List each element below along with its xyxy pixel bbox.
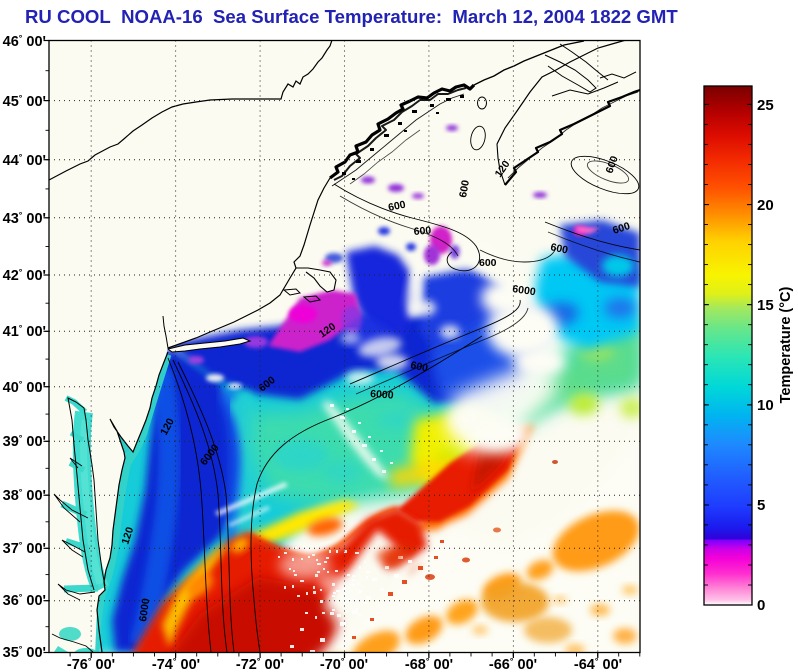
svg-text:0: 0 <box>757 597 765 614</box>
svg-text:-76° 00': -76° 00' <box>67 656 115 672</box>
svg-text:45° 00': 45° 00' <box>3 93 46 110</box>
svg-text:-72° 00': -72° 00' <box>236 656 284 672</box>
svg-text:10: 10 <box>757 397 774 414</box>
svg-text:36° 00': 36° 00' <box>3 592 46 609</box>
svg-text:15: 15 <box>757 297 774 314</box>
svg-text:-66° 00': -66° 00' <box>489 656 537 672</box>
svg-text:40° 00': 40° 00' <box>3 379 46 396</box>
svg-text:41° 00': 41° 00' <box>3 323 46 340</box>
svg-text:5: 5 <box>757 497 765 514</box>
svg-text:46° 00': 46° 00' <box>3 33 46 50</box>
svg-text:37° 00': 37° 00' <box>3 540 46 557</box>
svg-text:39° 00': 39° 00' <box>3 433 46 450</box>
svg-text:44° 00': 44° 00' <box>3 152 46 169</box>
svg-text:600: 600 <box>457 179 472 198</box>
svg-text:Temperature (°C): Temperature (°C) <box>778 286 794 403</box>
svg-text:35° 00': 35° 00' <box>3 644 46 661</box>
svg-text:600: 600 <box>604 154 621 175</box>
svg-text:600: 600 <box>409 359 429 374</box>
svg-text:-70° 00': -70° 00' <box>320 656 368 672</box>
svg-text:42° 00': 42° 00' <box>3 267 46 284</box>
svg-text:120: 120 <box>119 525 136 546</box>
svg-text:20: 20 <box>757 197 774 214</box>
svg-text:6000: 6000 <box>137 597 152 622</box>
svg-text:-68° 00': -68° 00' <box>405 656 453 672</box>
svg-text:25: 25 <box>757 97 774 114</box>
svg-text:600: 600 <box>413 224 432 237</box>
svg-text:RU COOL NOAA-16 Sea Surface: RU COOL NOAA-16 Sea Surface Temperature:… <box>25 6 678 27</box>
svg-text:6000: 6000 <box>512 283 537 298</box>
svg-text:38° 00': 38° 00' <box>3 487 46 504</box>
svg-text:600: 600 <box>611 220 632 237</box>
svg-text:600: 600 <box>549 241 569 256</box>
svg-text:600: 600 <box>479 257 497 269</box>
svg-text:-74° 00': -74° 00' <box>152 656 200 672</box>
svg-text:43° 00': 43° 00' <box>3 210 46 227</box>
svg-text:6000: 6000 <box>370 388 394 402</box>
svg-text:600: 600 <box>387 199 407 214</box>
svg-text:-64° 00': -64° 00' <box>574 656 622 672</box>
